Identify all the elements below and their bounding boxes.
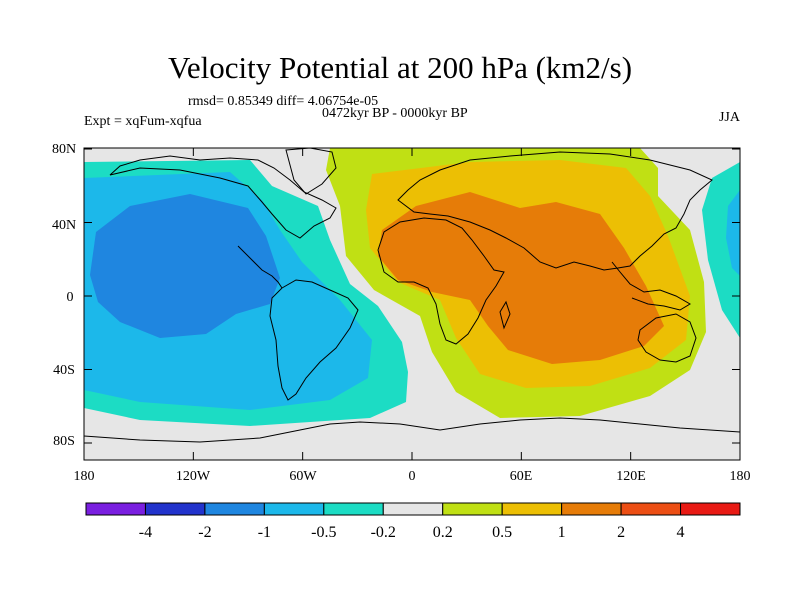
x-tick-label: 60W [289,469,317,484]
x-tick-label: 0 [409,469,416,484]
colorbar-label: 1 [558,524,566,541]
coastlines [84,148,740,443]
greenland-coast [285,148,337,195]
colorbar-label: -0.2 [371,524,396,541]
x-tick-label: 120E [616,469,646,484]
map-title: Velocity Potential at 200 hPa (km2/s) [167,50,633,85]
colorbar-label: 4 [677,524,685,541]
australia-coast [637,313,697,363]
x-tick-label: 120W [176,469,211,484]
south-america-coast [269,279,359,401]
colorbar-label: -2 [198,524,211,541]
x-tick-label: 180 [730,469,751,484]
contour-region-plus-1 [378,192,664,364]
statistics-text: rmsd= 0.85349 diff= 4.06754e-05 [188,94,379,109]
period-text: 0472kyr BP - 0000kyr BP [322,106,468,121]
x-tick-label: 180 [74,469,95,484]
x-tick-label: 60E [510,469,533,484]
contour-region-minus-2 [90,194,280,338]
experiment-text: Expt = xqFum-xqfua [84,114,202,129]
colorbar-swatch [323,502,384,516]
contour-region-minus-2-east [726,190,740,276]
y-tick-marks [84,148,740,444]
colorbar-label: 2 [617,524,625,541]
europe-asia-coast [397,151,713,271]
colorbar-swatch [501,502,563,516]
colorbar-swatch [204,502,265,516]
colorbar-swatch [263,502,325,516]
colorbar-swatch [382,502,444,516]
madagascar-coast [499,300,511,330]
central-america-coast [237,245,283,289]
colorbar-swatch [85,502,146,516]
antarctica-coast [84,417,740,443]
colorbar-label: 0.2 [433,524,453,541]
colorbar-label: -1 [258,524,271,541]
colorbar-label: -4 [139,524,152,541]
y-tick-label: 40S [53,363,75,378]
y-tick-label: 80S [53,434,75,449]
colorbar-swatch [144,502,206,516]
colorbar-swatch [561,502,622,516]
y-tick-label: 0 [67,290,74,305]
y-tick-label: 80N [52,142,76,157]
colorbar-label: -0.5 [311,524,336,541]
season-text: JJA [718,110,740,125]
africa-coast [377,217,505,345]
y-tick-label: 40N [52,218,76,233]
colorbar-swatch [680,502,741,516]
colorbar-label: 0.5 [492,524,512,541]
colorbar-swatch [620,502,682,516]
colorbar: -4 -2 -1 -0.5 -0.2 0.2 0.5 1 2 4 [85,502,741,541]
north-america-coast [109,155,337,239]
colorbar-swatch [442,502,503,516]
southeast-asia-coast [611,261,691,311]
contour-map [84,148,740,460]
